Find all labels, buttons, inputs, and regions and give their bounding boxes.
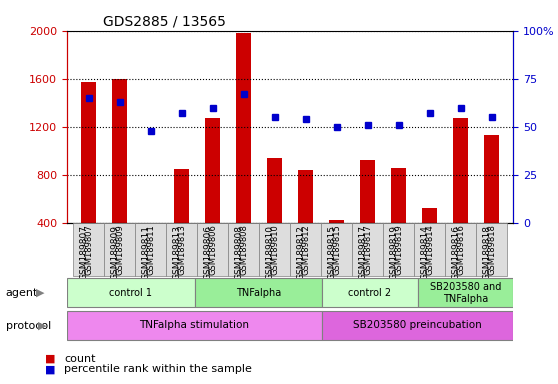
Bar: [143, 223, 158, 225]
Text: percentile rank within the sample: percentile rank within the sample: [64, 364, 252, 374]
Text: GSM189814: GSM189814: [425, 224, 434, 275]
Text: GSM189817: GSM189817: [363, 224, 372, 275]
Text: count: count: [64, 354, 95, 364]
FancyBboxPatch shape: [414, 223, 445, 276]
FancyBboxPatch shape: [67, 278, 195, 308]
Bar: [298, 170, 314, 223]
Text: GSM189806: GSM189806: [208, 224, 217, 275]
Text: GSM189816: GSM189816: [451, 225, 461, 280]
Bar: [422, 208, 437, 223]
Text: GSM189815: GSM189815: [332, 224, 341, 275]
Bar: [81, 82, 97, 223]
Text: GSM189811: GSM189811: [146, 224, 155, 275]
Text: GSM189811: GSM189811: [142, 225, 151, 280]
FancyBboxPatch shape: [322, 278, 418, 308]
Text: ■: ■: [45, 364, 55, 374]
Text: GSM189808: GSM189808: [235, 225, 244, 280]
Text: GSM189819: GSM189819: [394, 224, 403, 275]
Text: control 1: control 1: [109, 288, 152, 298]
Text: GSM189813: GSM189813: [172, 225, 182, 280]
Text: GSM189812: GSM189812: [297, 225, 306, 280]
FancyBboxPatch shape: [135, 223, 166, 276]
Text: GSM189814: GSM189814: [421, 225, 430, 280]
FancyBboxPatch shape: [290, 223, 321, 276]
FancyBboxPatch shape: [321, 223, 352, 276]
FancyBboxPatch shape: [73, 223, 104, 276]
Text: TNFalpha stimulation: TNFalpha stimulation: [140, 320, 249, 331]
Text: GSM189815: GSM189815: [328, 225, 336, 280]
Text: GSM189819: GSM189819: [389, 225, 398, 280]
Text: GSM189818: GSM189818: [483, 225, 492, 280]
Bar: [484, 135, 499, 223]
Text: agent: agent: [6, 288, 38, 298]
Text: ▶: ▶: [38, 321, 46, 331]
Text: GSM189809: GSM189809: [115, 224, 124, 275]
Bar: [112, 79, 127, 223]
Bar: [174, 169, 189, 223]
Text: TNFalpha: TNFalpha: [235, 288, 281, 298]
FancyBboxPatch shape: [67, 311, 322, 340]
FancyBboxPatch shape: [104, 223, 135, 276]
FancyBboxPatch shape: [383, 223, 414, 276]
FancyBboxPatch shape: [445, 223, 476, 276]
FancyBboxPatch shape: [322, 311, 513, 340]
Text: GSM189812: GSM189812: [301, 224, 310, 275]
Bar: [391, 167, 406, 223]
FancyBboxPatch shape: [259, 223, 290, 276]
Text: GSM189810: GSM189810: [270, 224, 279, 275]
Text: control 2: control 2: [348, 288, 391, 298]
Bar: [329, 220, 344, 223]
FancyBboxPatch shape: [418, 278, 513, 308]
Text: GSM189816: GSM189816: [456, 224, 465, 275]
Bar: [205, 118, 220, 223]
FancyBboxPatch shape: [195, 278, 322, 308]
Text: GSM189808: GSM189808: [239, 224, 248, 275]
FancyBboxPatch shape: [476, 223, 507, 276]
Bar: [453, 118, 468, 223]
Text: GSM189813: GSM189813: [177, 224, 186, 275]
FancyBboxPatch shape: [166, 223, 197, 276]
Text: GSM189810: GSM189810: [266, 225, 275, 280]
Text: GSM189806: GSM189806: [204, 225, 213, 280]
Text: GSM189807: GSM189807: [80, 225, 89, 280]
Text: GDS2885 / 13565: GDS2885 / 13565: [103, 14, 225, 28]
Text: GSM189807: GSM189807: [84, 224, 93, 275]
Bar: [236, 33, 252, 223]
Text: protocol: protocol: [6, 321, 51, 331]
FancyBboxPatch shape: [228, 223, 259, 276]
Text: ▶: ▶: [36, 288, 45, 298]
Bar: [267, 158, 282, 223]
Text: ■: ■: [45, 354, 55, 364]
FancyBboxPatch shape: [197, 223, 228, 276]
Text: SB203580 and
TNFalpha: SB203580 and TNFalpha: [430, 282, 501, 304]
Text: SB203580 preincubation: SB203580 preincubation: [353, 320, 482, 331]
Text: GSM189817: GSM189817: [359, 225, 368, 280]
Text: GSM189818: GSM189818: [487, 224, 496, 275]
Text: GSM189809: GSM189809: [110, 225, 119, 280]
FancyBboxPatch shape: [352, 223, 383, 276]
Bar: [360, 161, 376, 223]
